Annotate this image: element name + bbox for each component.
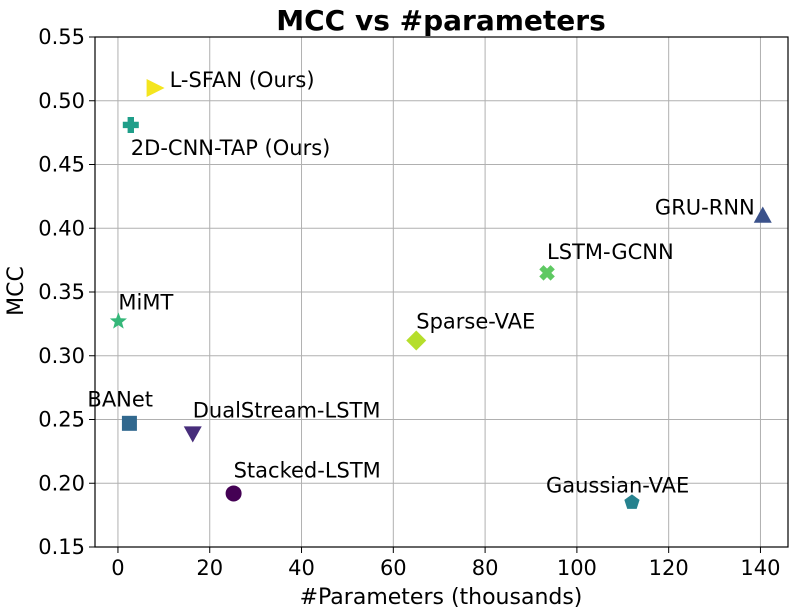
triangle-up-marker — [753, 206, 772, 223]
data-point: LSTM-GCNN — [539, 240, 674, 281]
point-label: DualStream-LSTM — [193, 399, 381, 423]
data-point: BANet — [87, 387, 153, 431]
y-axis-label: MCC — [4, 266, 29, 316]
data-point: DualStream-LSTM — [183, 399, 381, 443]
point-label: L-SFAN (Ours) — [170, 68, 315, 92]
point-label: MiMT — [118, 290, 173, 314]
x-tick-label: 60 — [380, 556, 407, 580]
grid-lines — [95, 36, 788, 548]
x-tick-label: 20 — [196, 556, 223, 580]
data-point: L-SFAN (Ours) — [146, 68, 315, 97]
data-point: Stacked-LSTM — [225, 458, 381, 502]
point-label: BANet — [87, 387, 153, 411]
x-tick-label: 120 — [649, 556, 689, 580]
data-point: GRU-RNN — [655, 196, 772, 223]
y-tick-label: 0.55 — [38, 25, 85, 49]
x-marker — [539, 265, 555, 281]
y-tick-label: 0.25 — [38, 408, 85, 432]
y-tick-label: 0.35 — [38, 280, 85, 304]
point-label: LSTM-GCNN — [547, 240, 674, 264]
chart-title: MCC vs #parameters — [276, 4, 606, 37]
point-label: GRU-RNN — [655, 196, 755, 220]
x-axis-ticks: 0 20 40 60 80 100 120 140 — [111, 547, 781, 580]
data-point: 2D-CNN-TAP (Ours) — [122, 116, 331, 160]
x-tick-label: 80 — [472, 556, 499, 580]
data-points: L-SFAN (Ours) 2D-CNN-TAP (Ours) GRU-RNN LST… — [87, 68, 772, 509]
x-tick-label: 100 — [557, 556, 597, 580]
x-tick-label: 0 — [111, 556, 124, 580]
y-tick-label: 0.15 — [38, 535, 85, 559]
point-label: Sparse-VAE — [416, 309, 535, 333]
y-tick-label: 0.50 — [38, 89, 85, 113]
plus-marker — [122, 116, 139, 133]
data-point: MiMT — [109, 290, 173, 329]
x-axis-label: #Parameters (thousands) — [300, 585, 583, 610]
y-axis-ticks: 0.15 0.20 0.25 0.30 0.35 0.40 0.45 0.50 0.55 — [38, 25, 95, 559]
point-label: Gaussian-VAE — [546, 473, 689, 497]
star-marker — [109, 312, 127, 329]
y-tick-label: 0.30 — [38, 344, 85, 368]
circle-marker — [225, 485, 242, 502]
point-label: Stacked-LSTM — [234, 458, 381, 482]
data-point: Sparse-VAE — [406, 309, 535, 351]
x-tick-label: 40 — [288, 556, 315, 580]
y-tick-label: 0.40 — [38, 216, 85, 240]
pentagon-marker — [624, 494, 640, 509]
square-marker — [121, 415, 137, 431]
diamond-marker — [406, 330, 427, 351]
data-point: Gaussian-VAE — [546, 473, 689, 509]
triangle-right-marker — [146, 79, 165, 97]
y-tick-label: 0.20 — [38, 471, 85, 495]
x-tick-label: 140 — [740, 556, 780, 580]
y-tick-label: 0.45 — [38, 153, 85, 177]
triangle-down-marker — [183, 426, 202, 443]
point-label: 2D-CNN-TAP (Ours) — [131, 136, 331, 160]
